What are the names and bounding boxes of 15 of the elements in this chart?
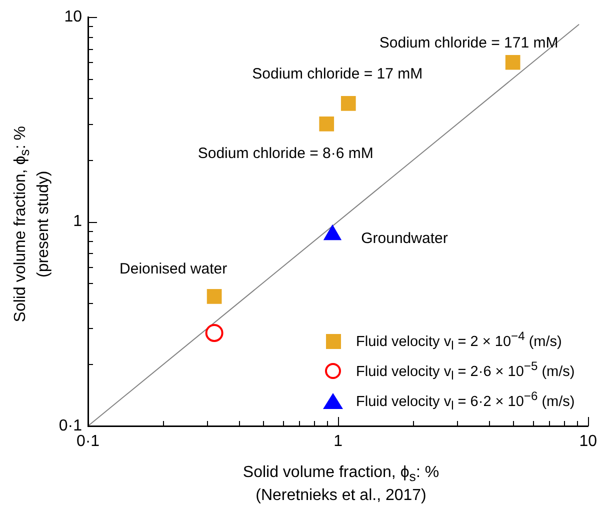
- legend-label: Fluid velocity v$_{l}$ = 2 × 10$^{−4}$ (m/s): [356, 329, 562, 353]
- y-tick-label: 0·1: [58, 417, 82, 434]
- legend-label: Fluid velocity v$_{l}$ = 6·2 × 10$^{−6}$ (m/s): [356, 389, 575, 413]
- x-tick-label: 0·1: [76, 433, 100, 450]
- legend-label: Fluid velocity v$_{l}$ = 2·6 × 10$^{−5}$ (m/s): [356, 359, 575, 383]
- x-tick-label: 1: [334, 433, 343, 450]
- y-tick-label: 1: [73, 212, 82, 230]
- annotation: Sodium chloride = 171 mM: [379, 34, 558, 52]
- x-axis-title: Solid volume fraction, ϕ$_{s}$: % (Neretnieks et al., 2017): [242, 463, 440, 506]
- x-tick-label: 10: [579, 433, 598, 450]
- annotation: Sodium chloride = 8·6 mM: [198, 145, 374, 162]
- annotation: Groundwater: [361, 230, 448, 248]
- annotation: Sodium chloride = 17 mM: [252, 66, 423, 83]
- y-tick-label: 10: [64, 8, 82, 26]
- annotation: Deionised water: [120, 260, 228, 278]
